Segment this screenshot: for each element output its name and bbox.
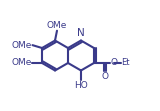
Text: O: O	[101, 72, 108, 81]
Text: O: O	[111, 58, 117, 67]
Text: Et: Et	[121, 58, 130, 67]
Text: OMe: OMe	[47, 21, 67, 30]
Text: HO: HO	[74, 81, 88, 90]
Text: N: N	[77, 28, 85, 38]
Text: OMe: OMe	[11, 58, 32, 67]
Text: OMe: OMe	[12, 41, 32, 50]
